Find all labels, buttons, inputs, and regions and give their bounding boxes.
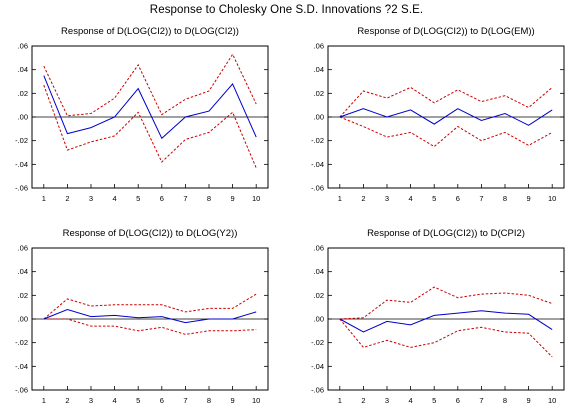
y-tick-label: -.02 (15, 136, 28, 145)
upper-confidence-band (43, 293, 257, 320)
x-tick-label: 8 (503, 194, 507, 203)
x-tick-label: 6 (456, 194, 460, 203)
y-tick-label: -.06 (311, 386, 324, 395)
x-tick-label: 5 (432, 194, 436, 203)
chart-panel-2: Response of D(LOG(CI2)) to D(LOG(EM)) .06… (311, 26, 565, 203)
y-tick-label: .00 (18, 315, 28, 324)
y-tick-label: -.04 (311, 362, 324, 371)
y-tick-label: -.06 (311, 184, 324, 193)
y-tick-label: -.04 (311, 160, 324, 169)
x-tick-label: 7 (183, 396, 187, 405)
x-tick-label: 2 (361, 396, 365, 405)
x-tick-label: 8 (207, 194, 211, 203)
lower-confidence-band (339, 318, 553, 358)
x-tick-label: 6 (160, 194, 164, 203)
lower-confidence-band (43, 318, 257, 335)
x-tick-label: 2 (361, 194, 365, 203)
panel-title: Response of D(LOG(CI2)) to D(CPI2) (367, 228, 525, 239)
x-tick-label: 3 (385, 194, 389, 203)
x-tick-label: 10 (548, 396, 556, 405)
x-tick-label: 4 (113, 194, 117, 203)
y-tick-label: .00 (314, 315, 324, 324)
x-tick-label: 1 (42, 194, 46, 203)
y-tick-label: .06 (18, 42, 28, 51)
y-tick-label: .02 (18, 291, 28, 300)
chart-panel-1: Response of D(LOG(CI2)) to D(LOG(CI2)) .0… (15, 26, 269, 203)
x-tick-label: 5 (432, 396, 436, 405)
x-tick-label: 7 (183, 194, 187, 203)
y-tick-label: .06 (314, 244, 324, 253)
x-tick-label: 6 (456, 396, 460, 405)
x-tick-label: 10 (548, 194, 556, 203)
y-tick-label: -.04 (15, 362, 28, 371)
chart-panel-4: Response of D(LOG(CI2)) to D(CPI2) .06 .04… (311, 228, 565, 405)
x-tick-label: 8 (503, 396, 507, 405)
x-tick-label: 4 (409, 396, 413, 405)
y-tick-label: .06 (18, 244, 28, 253)
x-tick-label: 2 (65, 396, 69, 405)
x-tick-label: 9 (231, 194, 235, 203)
x-tick-label: 3 (89, 396, 93, 405)
chart-panel-3: Response of D(LOG(CI2)) to D(LOG(Y2)) .06… (15, 228, 269, 405)
y-tick-label: .02 (18, 89, 28, 98)
x-tick-label: 1 (338, 396, 342, 405)
x-tick-label: 7 (479, 396, 483, 405)
y-tick-label: -.06 (15, 184, 28, 193)
y-tick-label: -.02 (311, 338, 324, 347)
x-tick-label: 9 (231, 396, 235, 405)
x-tick-label: 3 (385, 396, 389, 405)
x-tick-label: 2 (65, 194, 69, 203)
lower-confidence-band (43, 84, 257, 169)
lower-confidence-band (339, 116, 553, 148)
y-tick-label: -.04 (15, 160, 28, 169)
x-tick-label: 1 (338, 194, 342, 203)
x-tick-label: 5 (136, 194, 140, 203)
y-tick-label: .04 (18, 65, 28, 74)
x-tick-label: 8 (207, 396, 211, 405)
y-tick-label: .04 (18, 267, 28, 276)
x-tick-label: 10 (252, 396, 260, 405)
impulse-response-line (43, 308, 257, 324)
y-tick-label: .02 (314, 291, 324, 300)
panel-title: Response of D(LOG(CI2)) to D(LOG(CI2)) (61, 26, 239, 37)
y-tick-label: -.02 (311, 136, 324, 145)
upper-confidence-band (43, 53, 257, 117)
y-tick-label: -.06 (15, 386, 28, 395)
impulse-response-line (43, 75, 257, 140)
x-tick-label: 9 (527, 194, 531, 203)
x-tick-label: 10 (252, 194, 260, 203)
y-tick-label: .04 (314, 267, 324, 276)
x-tick-label: 4 (113, 396, 117, 405)
panel-title: Response of D(LOG(CI2)) to D(LOG(EM)) (357, 26, 534, 37)
upper-confidence-band (339, 286, 553, 320)
y-tick-label: .00 (314, 113, 324, 122)
panel-title: Response of D(LOG(CI2)) to D(LOG(Y2)) (63, 228, 238, 239)
x-tick-label: 7 (479, 194, 483, 203)
y-tick-label: .02 (314, 89, 324, 98)
impulse-response-line (339, 108, 553, 126)
x-tick-label: 5 (136, 396, 140, 405)
page-title: Response to Cholesky One S.D. Innovation… (149, 4, 424, 16)
x-tick-label: 6 (160, 396, 164, 405)
y-tick-label: .06 (314, 42, 324, 51)
x-tick-label: 4 (409, 194, 413, 203)
x-tick-label: 3 (89, 194, 93, 203)
upper-confidence-band (339, 86, 553, 118)
y-tick-label: .04 (314, 65, 324, 74)
x-tick-label: 9 (527, 396, 531, 405)
impulse-response-line (339, 310, 553, 333)
y-tick-label: -.02 (15, 338, 28, 347)
y-tick-label: .00 (18, 113, 28, 122)
x-tick-label: 1 (42, 396, 46, 405)
